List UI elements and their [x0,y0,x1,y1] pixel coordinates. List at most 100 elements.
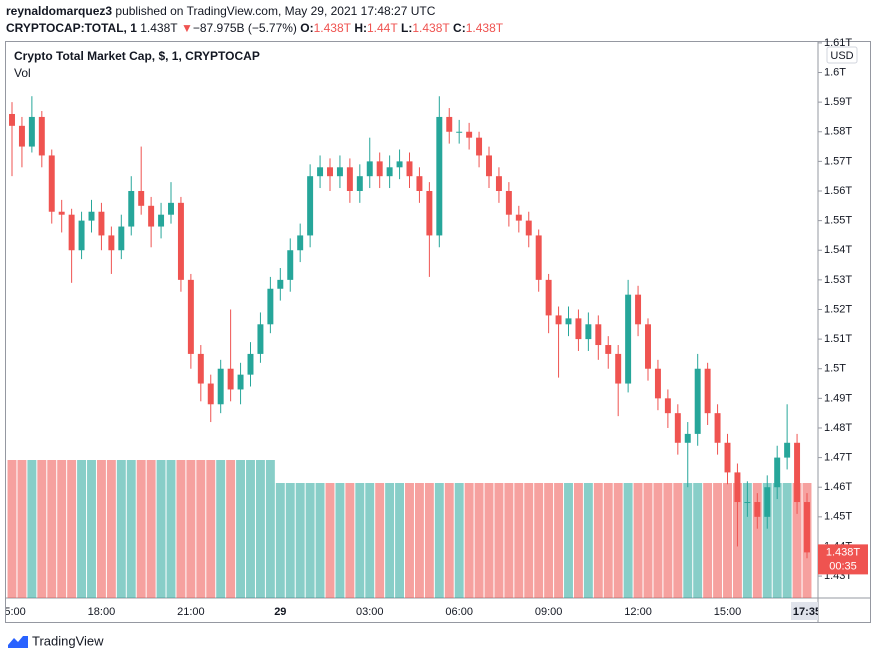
candle-body [694,368,701,434]
y-tick-label: 1.59T [824,96,852,108]
candle-body [625,294,632,384]
x-tick-highlight [791,602,818,620]
candle-body [396,161,403,168]
candle-body [28,116,35,147]
y-tick-label: 1.58T [824,126,852,138]
ticker-line: CRYPTOCAP:TOTAL, 1 1.438T ▼−87.975B (−5.… [6,21,503,35]
candle-body [297,235,304,251]
candle-body [18,125,25,147]
currency-box[interactable] [826,46,858,64]
candle-body [128,190,135,227]
candle-body [386,167,393,177]
volume-bar [434,483,444,598]
time-axis: 15:00 18:00 21:00 29 03:00 06:00 09:00 12:00 15:… [6,602,821,620]
candle-body [456,131,463,133]
candle-body [466,131,473,138]
candle-body [247,353,254,375]
volume-bar [742,483,752,598]
x-tick-label: 12:00 [624,606,652,618]
volume-bar [246,460,255,598]
ohlc-value: 1.438T [465,21,504,35]
volume-bar [206,460,216,598]
x-tick-label: 18:00 [88,606,116,618]
volume-bar [454,483,464,598]
candle-body [794,442,801,503]
candle-body [505,190,512,215]
y-tick-label: 1.54T [824,244,852,256]
candle-body [555,315,562,325]
candle-body [108,235,115,251]
ohlc-key: H: [354,21,367,35]
candle-body [227,368,234,390]
volume-bar [7,460,17,598]
y-tick-label: 1.46T [824,481,852,493]
candle-body [168,202,174,215]
volume-bar [534,483,544,598]
volume-bar [414,483,424,598]
x-tick-label: 03:00 [356,606,384,618]
volume-pane [7,460,812,598]
candle-body [615,353,622,384]
volume-bar [752,483,762,598]
volume-bar [156,460,166,598]
volume-bar [673,483,683,598]
candle-body [595,324,602,346]
price-axis: 1.43T1.44T1.45T1.46T1.47T1.48T1.49T1.5T1… [818,37,852,582]
candle-body [486,155,492,177]
candle-body [674,413,681,443]
candle-body [535,235,542,280]
published: published on TradingView.com, May 29, 20… [115,4,436,18]
arrow: ▼ [180,21,193,35]
volume-bar [683,483,693,598]
volume-bar [593,483,603,598]
candle-body [48,155,55,212]
footer-brand[interactable]: TradingView [32,633,104,648]
x-tick-label: 17:35 [793,606,821,618]
candle-body [605,345,612,354]
currency: USD [830,50,853,62]
candle-body [267,288,274,325]
author[interactable]: reynaldomarquez3 [6,4,113,18]
candle-body [426,190,433,236]
volume-bar [136,460,146,598]
y-tick-label: 1.56T [824,185,852,197]
candle-body [346,167,353,191]
volume-bar [47,460,57,598]
candle-body [287,250,294,280]
footer-logo [8,636,28,648]
y-tick-label: 1.47T [824,451,852,463]
y-tick-label: 1.52T [824,303,852,315]
volume-bar [653,483,663,598]
candle-body [9,113,15,126]
volume-bar [524,483,534,598]
candle-body [366,161,373,177]
candle-body [654,368,661,399]
candle-body [187,279,194,354]
volume-bar [226,460,236,598]
volume-bar [166,460,176,598]
candle-body [664,398,671,414]
candle-body [257,324,264,354]
candle-body [635,294,642,325]
candle-body [406,161,413,177]
volume-bar [723,483,732,598]
last-price-box [818,544,868,575]
chart-title: Crypto Total Market Cap, $, 1, CRYPTOCAP [14,49,260,63]
frame [5,41,871,623]
volume-bar [703,483,713,598]
candle-body [774,457,781,488]
candle-body [476,137,483,156]
volume-bar [762,483,772,598]
candle-body [804,502,810,553]
y-tick-label: 1.45T [824,511,852,523]
candle-body [138,190,145,206]
price: 1.438T [140,21,178,35]
volume-bar [385,483,395,598]
candle-body [38,116,45,156]
volume-bar [554,483,564,598]
candle-body [237,374,244,390]
volume-bar [126,460,136,598]
volume-bar [693,483,703,598]
